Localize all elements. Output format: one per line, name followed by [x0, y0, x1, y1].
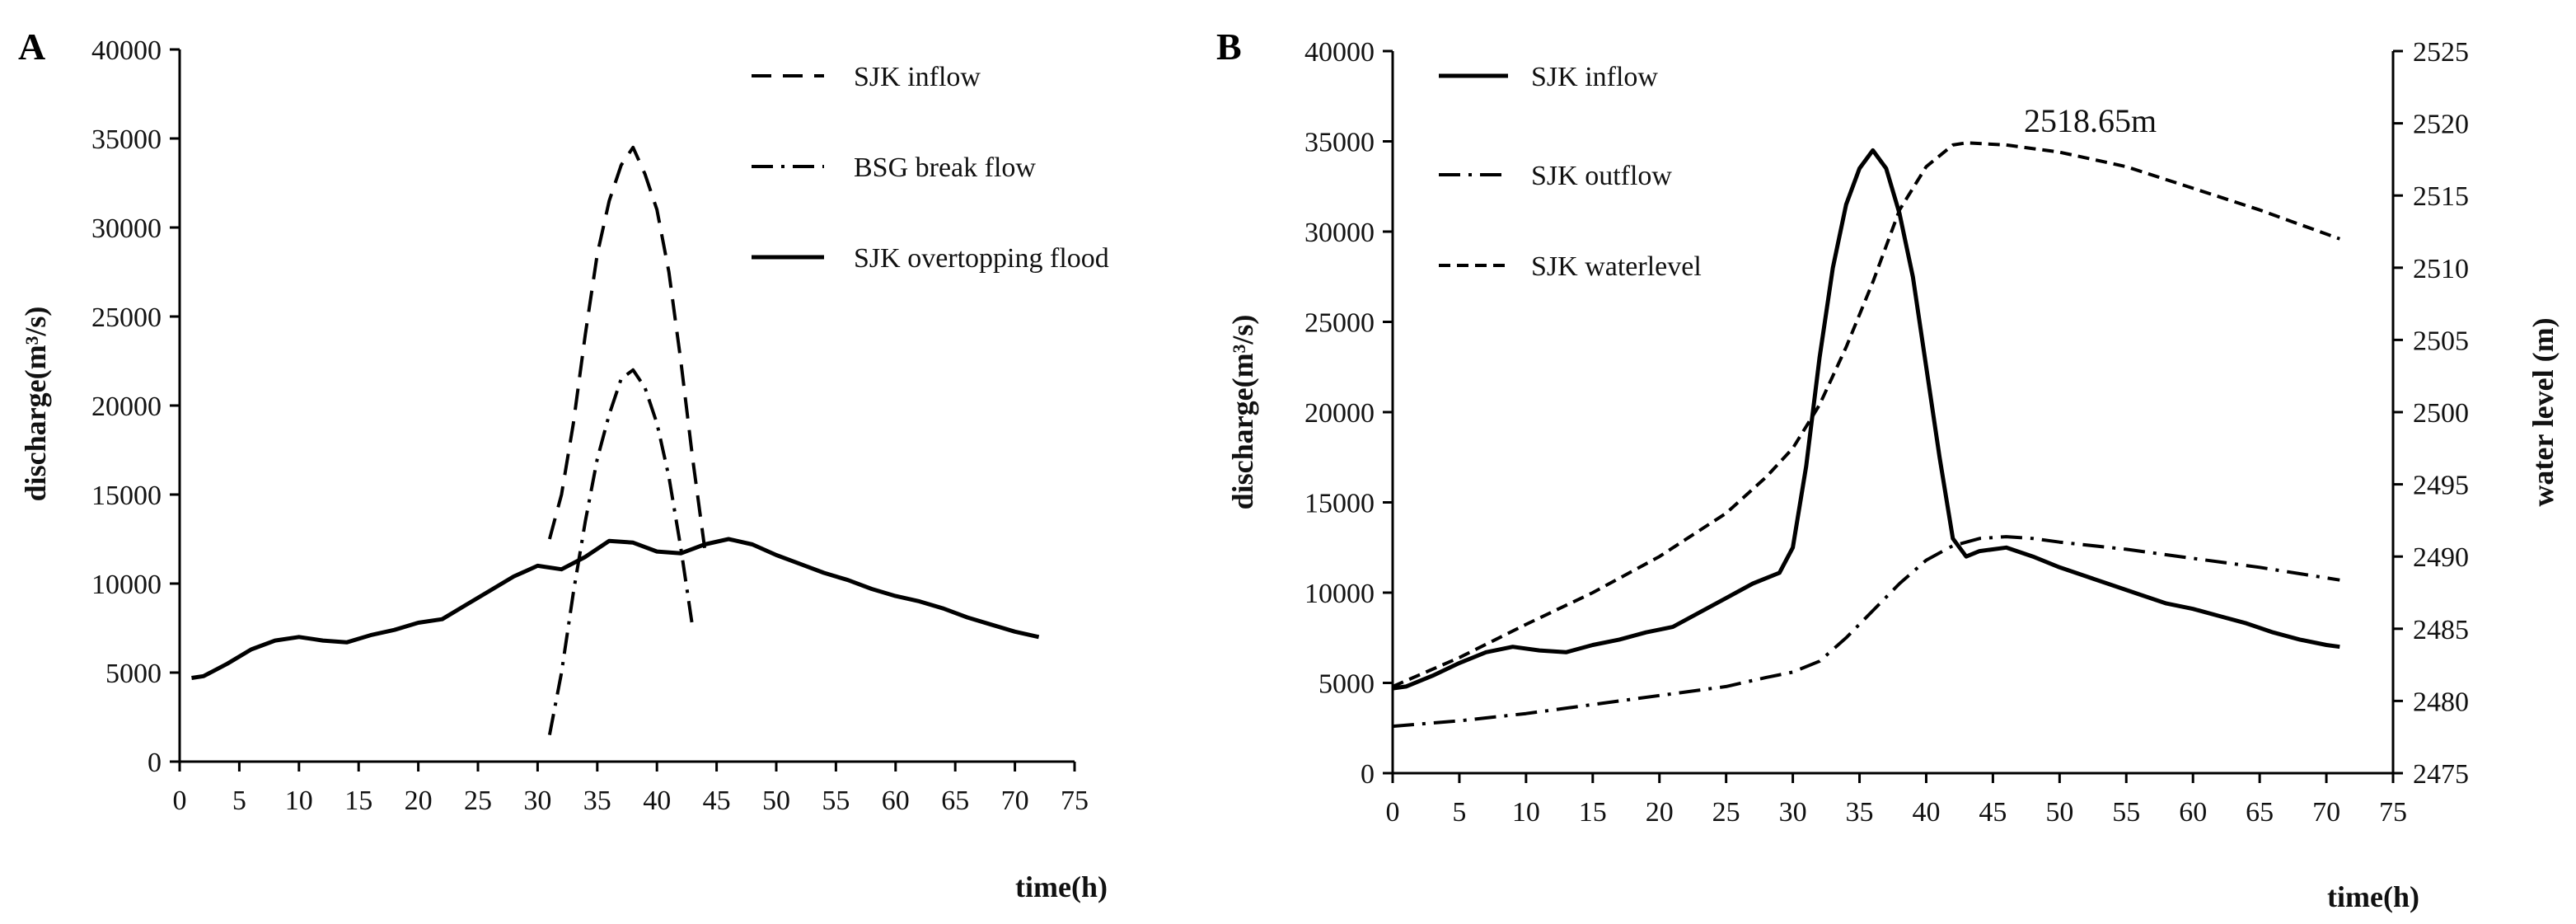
- y2-tick-label: 2485: [2413, 615, 2469, 645]
- x-tick-label: 50: [762, 786, 790, 816]
- panel-a-series: [191, 145, 1040, 735]
- y-tick-label: 30000: [1304, 218, 1375, 248]
- panel-b-y2-ticks: 2475 2480 2485 2490 2495 2500 2505 2510 2515 2520…: [2393, 37, 2469, 790]
- x-tick-label: 55: [2112, 797, 2140, 828]
- panel-a-y-axis-label: discharge(m³/s): [19, 307, 52, 502]
- x-tick-label: 55: [822, 786, 850, 816]
- panel-b-series: [1392, 141, 2340, 729]
- panel-a-x-ticks: 0 5 10 15 20 25 30 35 40 45 50 55 60 65 70 75: [173, 762, 1089, 816]
- series-line-sjk-inflow: [1392, 148, 2340, 691]
- x-tick-label: 75: [2379, 797, 2407, 828]
- x-tick-label: 60: [882, 786, 910, 816]
- y2-tick-label: 2480: [2413, 687, 2469, 717]
- x-tick-label: 70: [2312, 797, 2340, 828]
- y2-tick-label: 2510: [2413, 254, 2469, 284]
- y2-tick-label: 2490: [2413, 542, 2469, 573]
- y-tick-label: 15000: [91, 481, 162, 511]
- x-tick-label: 30: [1779, 797, 1807, 828]
- x-tick-label: 35: [583, 786, 611, 816]
- x-tick-label: 60: [2179, 797, 2207, 828]
- y2-tick-label: 2500: [2413, 398, 2469, 429]
- x-tick-label: 35: [1846, 797, 1874, 828]
- y-tick-label: 10000: [1304, 579, 1375, 609]
- panel-b-x-ticks: 0 5 10 15 20 25 30 35 40 45 50 55 60 65 70 75: [1386, 773, 2407, 828]
- legend-label-sjk-outflow: SJK outflow: [1531, 161, 1672, 191]
- panel-b-y-ticks: 0 5000 10000 15000 20000 25000 30000 35000 40000: [1304, 37, 1393, 790]
- max-water-level-annotation: 2518.65m: [2024, 102, 2157, 139]
- x-tick-label: 20: [1646, 797, 1674, 828]
- x-tick-label: 65: [941, 786, 969, 816]
- y-tick-label: 5000: [105, 659, 162, 689]
- panel-a: A 05000100001500020000250003000035000400…: [18, 26, 1109, 903]
- y-tick-label: 35000: [1304, 128, 1375, 158]
- y2-tick-label: 2520: [2413, 110, 2469, 140]
- x-tick-label: 0: [173, 786, 187, 816]
- legend-label-sjk-waterlevel: SJK waterlevel: [1531, 251, 1702, 282]
- series-line-sjk-outflow: [1392, 535, 2340, 729]
- x-tick-label: 30: [523, 786, 551, 816]
- panel-b-x-axis-label: time(h): [2327, 880, 2419, 913]
- panel-a-label: A: [18, 26, 45, 68]
- x-tick-label: 40: [643, 786, 671, 816]
- panel-a-legend: SJK inflow BSG break flow SJK overtoppin…: [752, 62, 1109, 274]
- series-line-sjk-waterlevel: [1392, 141, 2340, 688]
- x-tick-label: 65: [2246, 797, 2274, 828]
- y-tick-label: 15000: [1304, 489, 1375, 519]
- y2-tick-label: 2505: [2413, 326, 2469, 356]
- x-tick-label: 45: [1979, 797, 2007, 828]
- y-tick-label: 40000: [1304, 37, 1375, 68]
- x-tick-label: 25: [1712, 797, 1740, 828]
- x-tick-label: 5: [232, 786, 246, 816]
- y2-tick-label: 2525: [2413, 37, 2469, 68]
- x-tick-label: 5: [1452, 797, 1466, 828]
- y-tick-label: 20000: [91, 392, 162, 422]
- panel-b-y-axis-label: discharge(m³/s): [1226, 315, 1259, 510]
- x-tick-label: 75: [1061, 786, 1089, 816]
- x-tick-label: 70: [1001, 786, 1029, 816]
- x-tick-label: 45: [703, 786, 731, 816]
- series-line-sjk-overtopping-flood: [191, 537, 1040, 680]
- x-tick-label: 20: [405, 786, 433, 816]
- legend-label-bsg-break-flow: BSG break flow: [854, 152, 1036, 183]
- x-tick-label: 10: [285, 786, 313, 816]
- y-tick-label: 25000: [1304, 308, 1375, 339]
- x-tick-label: 15: [344, 786, 372, 816]
- x-tick-label: 10: [1512, 797, 1540, 828]
- panel-a-y-ticks: 0 5000 10000 15000 20000 25000 30000 35000 40000: [91, 35, 180, 778]
- y-tick-label: 10000: [91, 570, 162, 600]
- series-line-bsg-break-flow: [547, 368, 695, 735]
- panel-a-x-axis-label: time(h): [1015, 870, 1108, 903]
- series-line-sjk-inflow: [547, 145, 707, 549]
- y-tick-label: 35000: [91, 124, 162, 155]
- y2-tick-label: 2475: [2413, 759, 2469, 790]
- x-tick-label: 15: [1579, 797, 1607, 828]
- panel-b-legend: SJK inflow SJK outflow SJK waterlevel: [1439, 62, 1702, 282]
- panel-b-label: B: [1216, 26, 1242, 68]
- y-tick-label: 0: [1361, 759, 1375, 790]
- y2-tick-label: 2515: [2413, 181, 2469, 212]
- y-tick-label: 0: [148, 748, 162, 778]
- legend-label-sjk-inflow: SJK inflow: [854, 62, 981, 92]
- panel-b-y2-axis-label: water level (m): [2527, 317, 2560, 506]
- x-tick-label: 0: [1386, 797, 1400, 828]
- y-tick-label: 5000: [1318, 669, 1375, 700]
- x-tick-label: 25: [464, 786, 492, 816]
- x-tick-label: 50: [2045, 797, 2073, 828]
- y2-tick-label: 2495: [2413, 471, 2469, 501]
- legend-label-sjk-overtopping-flood: SJK overtopping flood: [854, 243, 1109, 274]
- y-tick-label: 30000: [91, 213, 162, 244]
- panel-b: B 05000100001500020000250003000035000400…: [1216, 26, 2560, 913]
- legend-label-sjk-inflow-b: SJK inflow: [1531, 62, 1658, 92]
- y-tick-label: 40000: [91, 35, 162, 66]
- y-tick-label: 25000: [91, 303, 162, 333]
- x-tick-label: 40: [1912, 797, 1940, 828]
- y-tick-label: 20000: [1304, 398, 1375, 429]
